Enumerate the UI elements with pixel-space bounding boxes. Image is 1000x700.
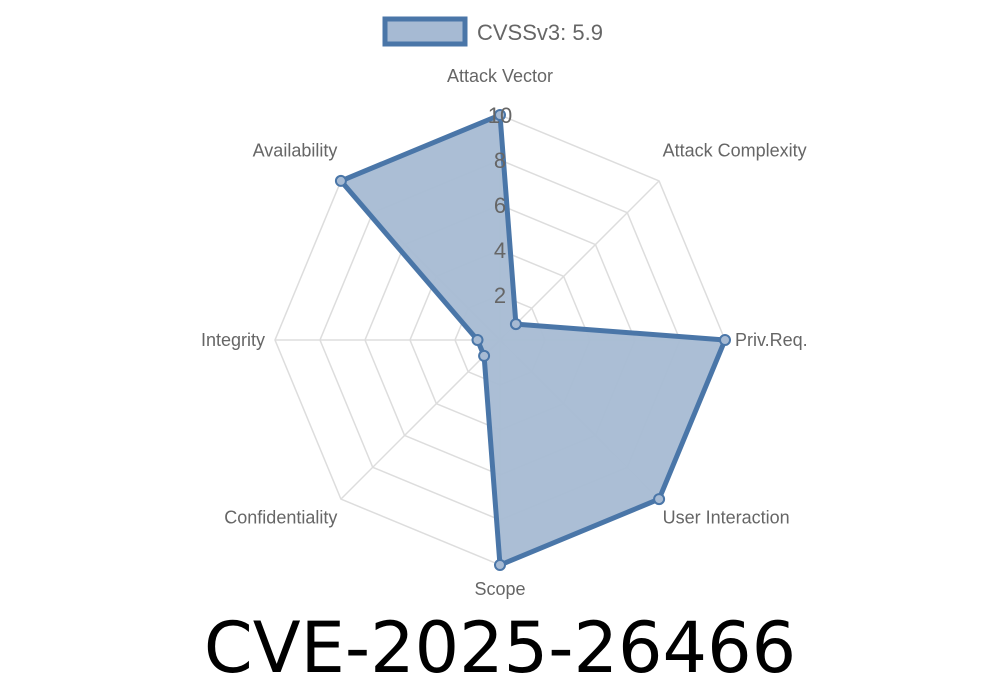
data-point	[334, 174, 347, 187]
tick-label: 4	[494, 238, 506, 263]
data-point	[494, 559, 506, 571]
axis-label: User Interaction	[663, 508, 790, 528]
axis-label: Scope	[474, 579, 525, 599]
data-point	[471, 334, 484, 346]
axis-label: Availability	[253, 140, 338, 160]
tick-label: 8	[494, 148, 506, 173]
tick-label: 2	[494, 283, 506, 308]
legend-label: CVSSv3: 5.9	[477, 20, 603, 45]
data-point	[653, 493, 666, 506]
axis-label: Priv.Req.	[735, 330, 808, 350]
axis-label: Attack Complexity	[663, 140, 807, 160]
axis-label: Attack Vector	[447, 66, 553, 86]
grid-spoke	[340, 339, 501, 500]
tick-label: 10	[488, 103, 512, 128]
legend-swatch	[382, 16, 468, 47]
tick-label: 6	[494, 193, 506, 218]
grid-spoke	[499, 180, 660, 341]
data-point	[478, 349, 491, 362]
data-point	[509, 318, 522, 331]
axis-label: Confidentiality	[224, 508, 337, 528]
axis-label: Integrity	[201, 330, 265, 350]
data-point	[494, 109, 506, 121]
page-title: CVE-2025-26466	[203, 607, 797, 689]
data-point	[719, 334, 731, 346]
